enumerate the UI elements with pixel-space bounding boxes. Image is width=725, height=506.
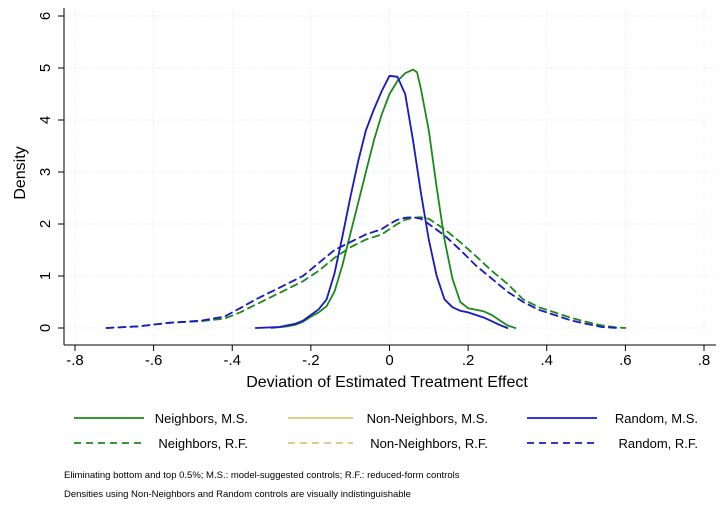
legend-label-4: Neighbors, R.F. xyxy=(158,436,248,451)
x-tick-label: -.6 xyxy=(145,352,163,369)
y-tick-label: 4 xyxy=(37,116,54,124)
chart-notes: Eliminating bottom and top 0.5%; M.S.: m… xyxy=(64,466,704,504)
legend-label-6: Random, R.F. xyxy=(619,436,698,451)
y-tick-label: 3 xyxy=(37,168,54,176)
note-line-1: Eliminating bottom and top 0.5%; M.S.: m… xyxy=(64,470,460,481)
series-line-4 xyxy=(105,216,627,329)
x-tick-label: .4 xyxy=(540,352,553,369)
series-line-1 xyxy=(270,68,517,329)
series-line-6 xyxy=(105,216,619,329)
note-line-2: Densities using Non-Neighbors and Random… xyxy=(64,489,411,500)
axes: 0 1 2 3 4 5 6 -.8 -.6 -.4 -.2 0 .2 .4 .6 .8 xyxy=(37,8,716,369)
y-tick-label: 0 xyxy=(37,324,54,332)
grid-lines xyxy=(64,8,716,345)
x-tick-label: -.4 xyxy=(223,352,241,369)
y-tick-label: 1 xyxy=(37,272,54,280)
density-curves xyxy=(105,68,627,329)
x-tick-label: .6 xyxy=(619,352,632,369)
legend-label-1: Neighbors, M.S. xyxy=(155,411,248,426)
series-line-3 xyxy=(254,74,509,329)
legend-label-5: Non-Neighbors, R.F. xyxy=(370,436,488,451)
x-tick-label: .2 xyxy=(462,352,475,369)
y-axis-label: Density xyxy=(12,146,29,199)
y-tick-label: 5 xyxy=(37,64,54,72)
legend-label-2: Non-Neighbors, M.S. xyxy=(367,411,488,426)
legend-label-3: Random, M.S. xyxy=(615,411,698,426)
x-tick-label: 0 xyxy=(385,352,393,369)
x-axis-label: Deviation of Estimated Treatment Effect xyxy=(246,374,528,391)
y-tick-label: 2 xyxy=(37,220,54,228)
x-tick-label: -.8 xyxy=(66,352,84,369)
x-tick-label: .8 xyxy=(698,352,711,369)
legend: Neighbors, M.S. Non-Neighbors, M.S. Random… xyxy=(74,411,698,451)
y-tick-label: 6 xyxy=(37,12,54,20)
x-tick-label: -.2 xyxy=(302,352,320,369)
